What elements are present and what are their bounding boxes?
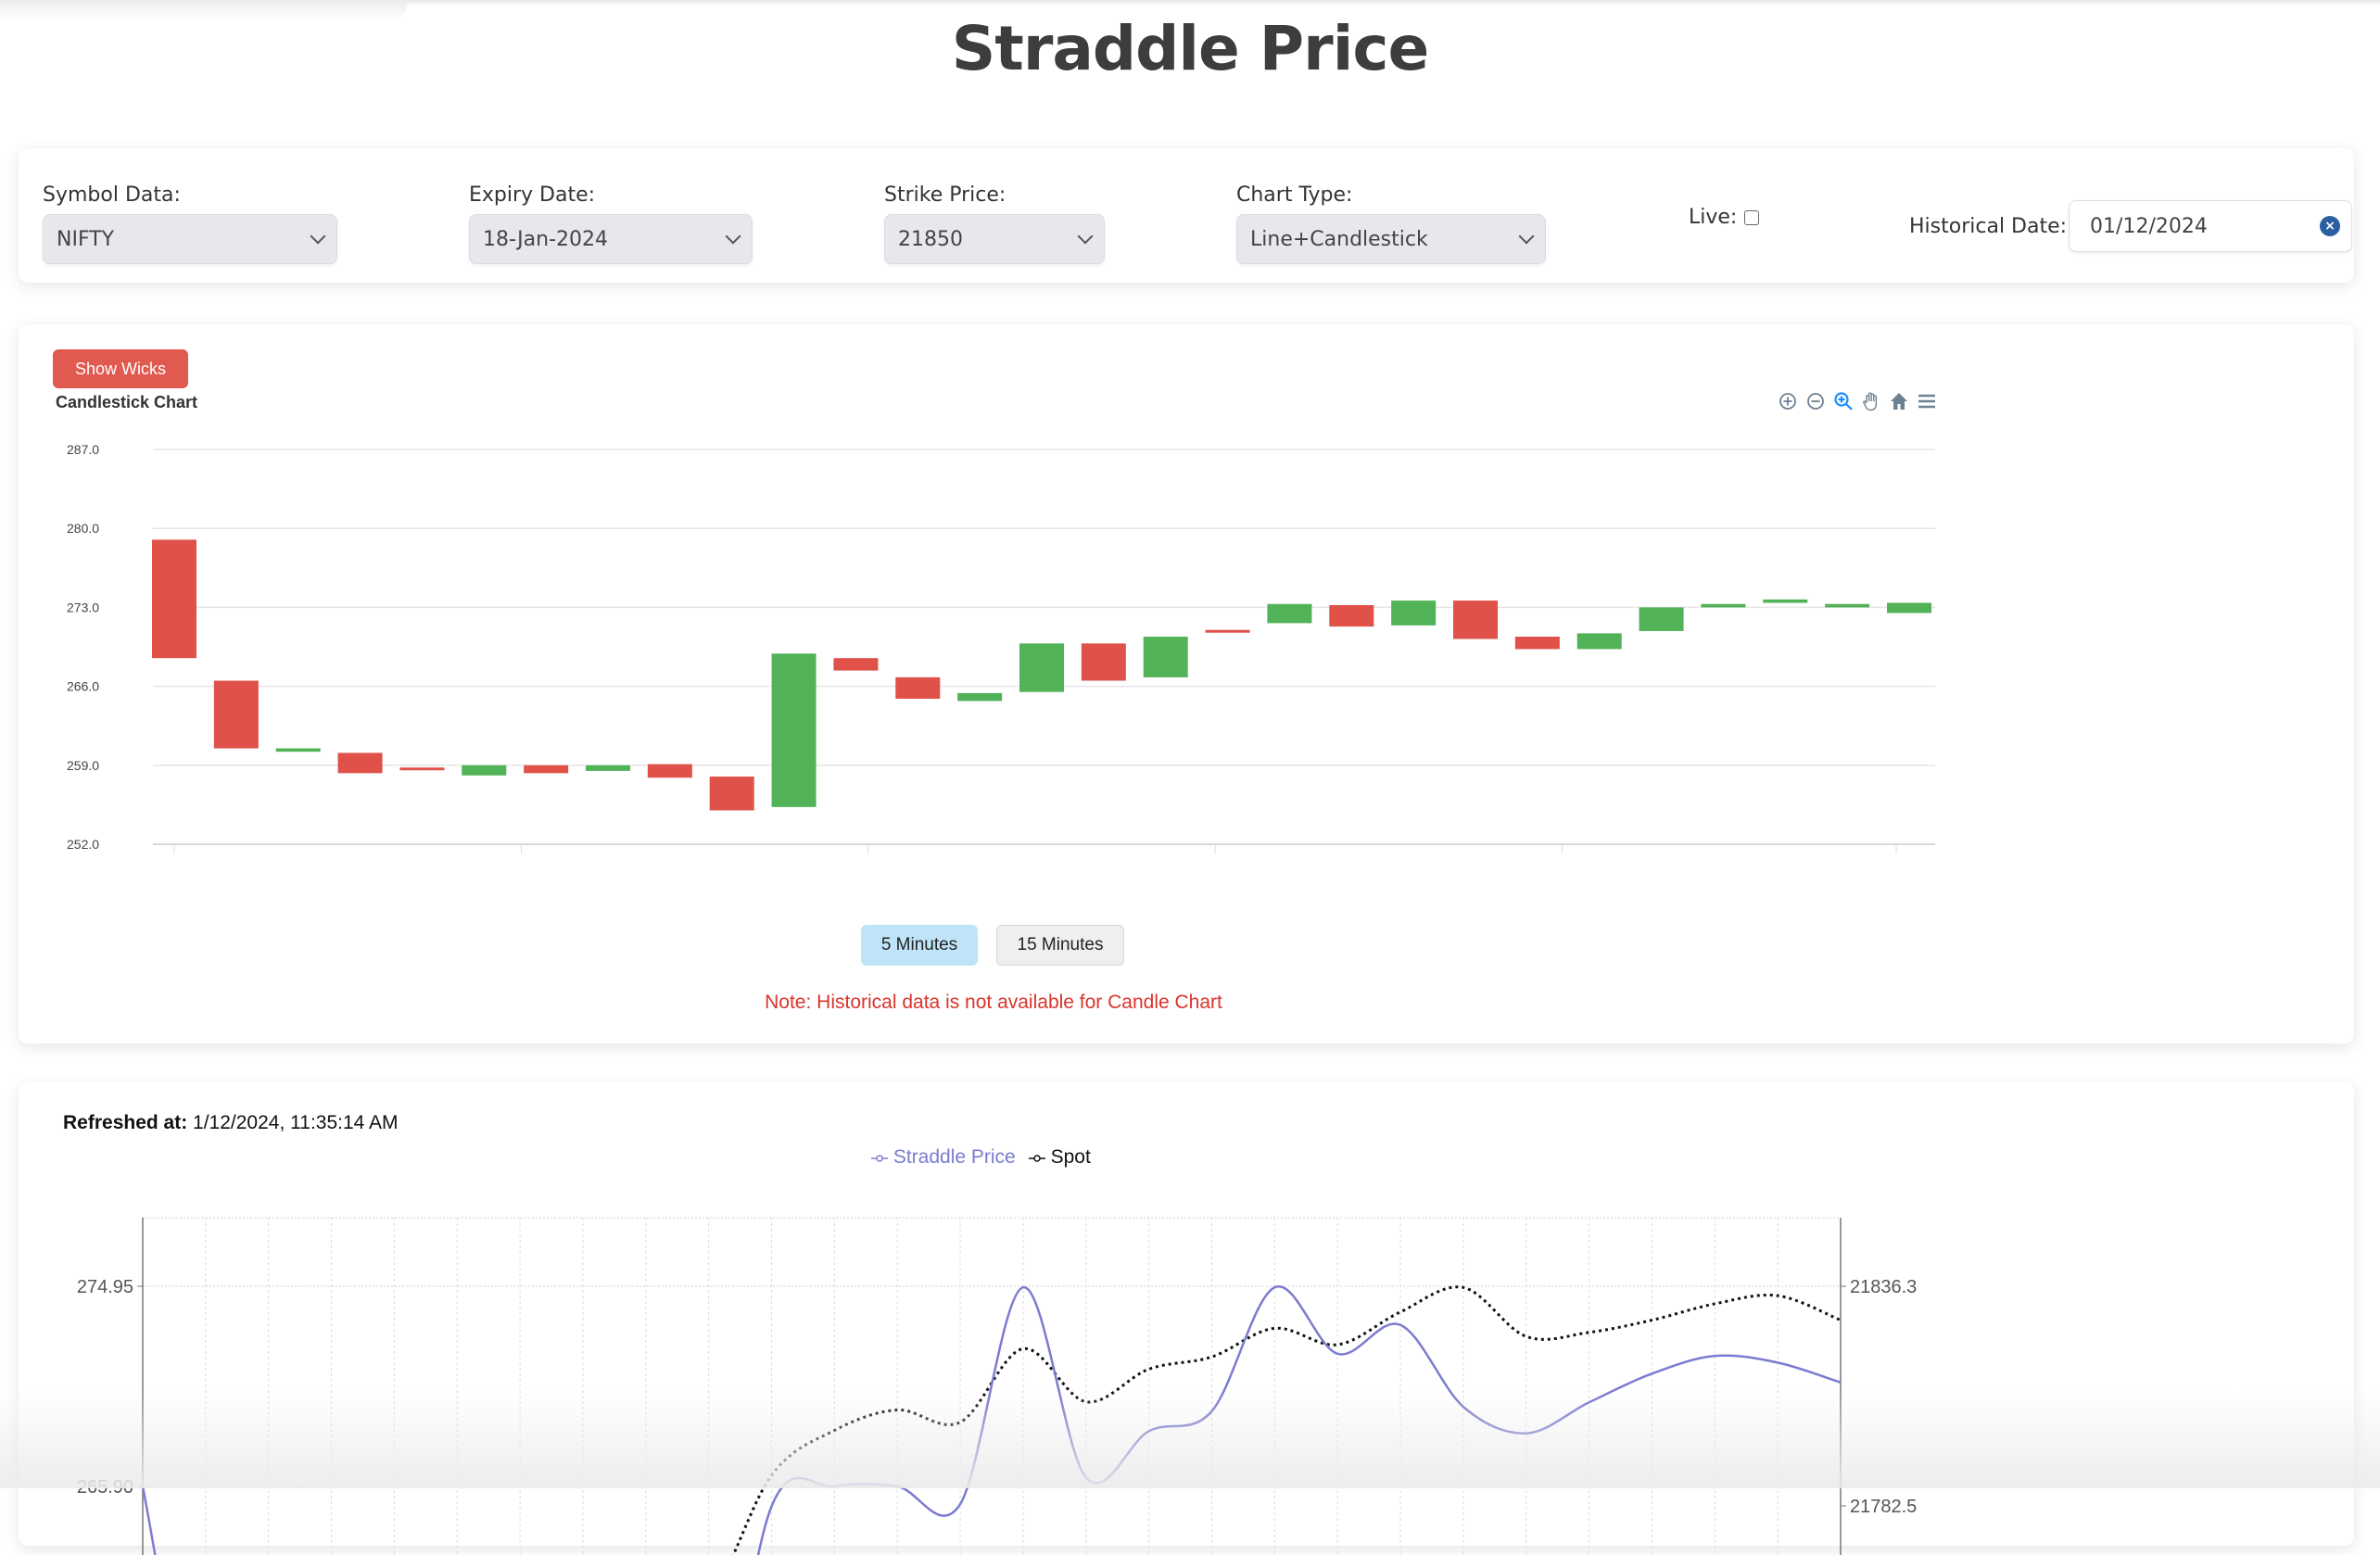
historical-date-field: Historical Date: 01/12/2024 × [1909,200,2353,252]
legend-spot-label: Spot [1050,1146,1091,1168]
candle[interactable] [399,767,445,771]
svg-text:280.0: 280.0 [67,521,99,536]
candlestick-chart[interactable]: 252.0259.0266.0273.0280.0287.009:1509:43… [19,417,1969,862]
candle[interactable] [833,658,879,671]
candle[interactable] [1514,637,1560,650]
symbol-label: Symbol Data: [43,183,181,207]
chart-type-select[interactable]: Line+Candlestick [1236,214,1546,264]
candle[interactable] [1081,643,1126,681]
chevron-down-icon [1077,228,1094,245]
timeframe-buttons: 5 Minutes 15 Minutes [861,925,1124,966]
chevron-down-icon [1518,228,1535,245]
svg-text:273.0: 273.0 [67,600,99,614]
candle[interactable] [771,653,817,807]
candle[interactable] [957,692,1003,702]
straddle-line-chart[interactable]: 274.95 265.90 21836.3 21782.5 [19,1184,1969,1555]
chart-type-value: Line+Candlestick [1250,227,1428,251]
strike-value: 21850 [898,227,963,251]
svg-text:21782.5: 21782.5 [1850,1497,1917,1517]
candle[interactable] [1453,601,1498,639]
historical-note: Note: Historical data is not available f… [765,992,1222,1013]
legend-spot[interactable]: Spot [1028,1146,1091,1169]
candle[interactable] [709,776,754,811]
chart-toolbar [1778,391,1937,411]
expiry-value: 18-Jan-2024 [483,227,608,251]
svg-text:259.0: 259.0 [67,758,99,773]
historical-date-input[interactable]: 01/12/2024 × [2069,200,2353,252]
candle[interactable] [1576,633,1622,650]
svg-text:266.0: 266.0 [67,679,99,694]
historical-date-label: Historical Date: [1909,214,2068,238]
candle[interactable] [647,764,692,778]
candle[interactable] [1019,643,1064,692]
candle[interactable] [1267,603,1312,624]
line-legend: Straddle Price Spot [871,1146,1091,1169]
svg-text:274.95: 274.95 [77,1277,133,1297]
strike-field: Strike Price: 21850 [884,183,1105,264]
line-chart-card: Refreshed at: 1/12/2024, 11:35:14 AM Str… [19,1082,2354,1555]
expiry-field: Expiry Date: 18-Jan-2024 [469,183,753,264]
expiry-select[interactable]: 18-Jan-2024 [469,214,753,264]
candle[interactable] [1205,629,1250,633]
svg-text:252.0: 252.0 [67,837,99,852]
strike-select[interactable]: 21850 [884,214,1105,264]
page-title: Straddle Price [951,13,1429,84]
zoom-in-icon[interactable] [1778,391,1798,411]
zoom-out-icon[interactable] [1805,391,1826,411]
candle[interactable] [152,539,196,659]
chart-type-field: Chart Type: Line+Candlestick [1236,183,1546,264]
candle[interactable] [213,680,259,749]
timeframe-5min-button[interactable]: 5 Minutes [861,925,978,966]
candlestick-card: Show Wicks Candlestick Chart 252.0 259.0 2… [19,324,2354,1043]
candle[interactable] [586,765,630,771]
browser-tab-shadow [0,0,408,20]
clear-date-icon[interactable]: × [2320,216,2341,236]
svg-text:287.0: 287.0 [67,442,99,457]
legend-straddle[interactable]: Straddle Price [871,1146,1016,1169]
candlestick-chart-title: Candlestick Chart [56,393,198,411]
show-wicks-button[interactable]: Show Wicks [53,349,188,388]
line-marker-icon [871,1155,888,1162]
live-label: Live: [1689,206,1738,229]
live-toggle: Live: [1689,206,1760,229]
selection-zoom-icon[interactable] [1833,391,1854,411]
candle[interactable] [275,748,321,752]
refreshed-value: 1/12/2024, 11:35:14 AM [193,1112,399,1133]
refreshed-label: Refreshed at: [63,1112,188,1133]
symbol-select[interactable]: NIFTY [43,214,337,264]
candle[interactable] [1763,599,1808,603]
filters-panel: Symbol Data: NIFTY Expiry Date: 18-Jan-2… [19,148,2354,283]
historical-date-value: 01/12/2024 [2090,214,2208,238]
candle[interactable] [1701,603,1746,608]
live-checkbox[interactable] [1744,209,1760,225]
reset-home-icon[interactable] [1889,391,1909,411]
menu-icon[interactable] [1917,391,1937,411]
symbol-field: Symbol Data: NIFTY [43,183,337,264]
timeframe-15min-button[interactable]: 15 Minutes [996,925,1124,966]
chart-type-label: Chart Type: [1236,183,1353,207]
candle[interactable] [462,765,507,776]
candle[interactable] [337,752,383,774]
candle[interactable] [895,676,941,699]
symbol-value: NIFTY [57,227,115,251]
chevron-down-icon [725,228,741,245]
candle[interactable] [524,765,569,774]
candle[interactable] [1639,607,1684,631]
expiry-label: Expiry Date: [469,183,596,207]
browser-top-shadow [0,0,2380,6]
refreshed-timestamp: Refreshed at: 1/12/2024, 11:35:14 AM [63,1112,399,1134]
chevron-down-icon [310,228,326,245]
candle[interactable] [1825,603,1870,608]
strike-label: Strike Price: [884,183,1006,207]
candle[interactable] [1391,601,1437,626]
pan-icon[interactable] [1861,391,1881,411]
candle[interactable] [1887,602,1931,613]
candle[interactable] [1329,604,1374,627]
svg-text:21836.3: 21836.3 [1850,1277,1917,1297]
candle[interactable] [1143,637,1188,677]
legend-straddle-label: Straddle Price [892,1146,1016,1168]
line-marker-icon [1028,1155,1045,1162]
svg-text:265.90: 265.90 [77,1477,133,1498]
